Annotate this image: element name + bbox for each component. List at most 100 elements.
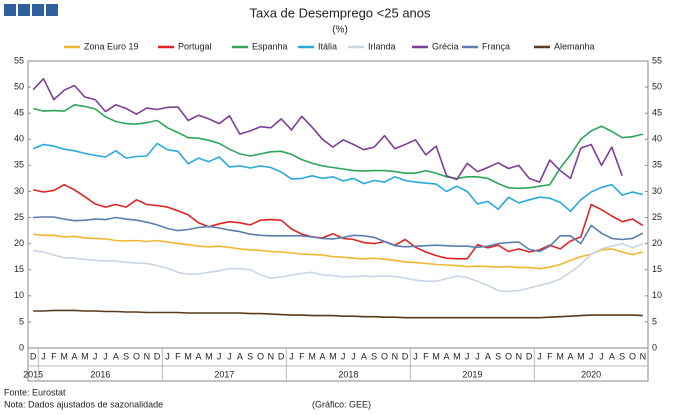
x-tick-label: O: [381, 351, 388, 361]
chart-title: Taxa de Desemprego <25 anos: [249, 5, 431, 20]
x-tick-label: A: [609, 351, 615, 361]
x-tick-label: J: [475, 351, 480, 361]
y2-tick-label: 40: [652, 134, 662, 144]
x-tick-label: M: [205, 351, 213, 361]
x-tick-label: S: [619, 351, 625, 361]
x-tick-label: A: [237, 351, 243, 361]
x-tick-label: S: [123, 351, 129, 361]
y-tick-label: 0: [19, 342, 24, 352]
series-line: [32, 77, 623, 183]
x-tick-label: J: [351, 351, 356, 361]
x-tick-label: M: [308, 351, 316, 361]
year-label: 2019: [462, 369, 482, 379]
x-tick-label: N: [516, 351, 523, 361]
y-tick-label: 35: [14, 160, 24, 170]
y-tick-label: 50: [14, 81, 24, 91]
y2-tick-label: 35: [652, 160, 662, 170]
x-tick-label: M: [432, 351, 440, 361]
y2-tick-label: 15: [652, 264, 662, 274]
x-tick-label: A: [195, 351, 201, 361]
series-line: [33, 183, 644, 260]
y2-tick-label: 25: [652, 212, 662, 222]
x-tick-label: S: [371, 351, 377, 361]
source-note: Fonte: Eurostat: [4, 387, 66, 397]
y2-tick-label: 0: [652, 342, 657, 352]
x-tick-label: N: [640, 351, 647, 361]
y-tick-label: 20: [14, 238, 24, 248]
y-tick-label: 55: [14, 55, 24, 65]
year-label: 2017: [214, 369, 234, 379]
y-tick-label: 25: [14, 212, 24, 222]
x-tick-label: J: [217, 351, 222, 361]
legend-label: Espanha: [252, 41, 288, 51]
series-line: [32, 142, 643, 213]
x-tick-label: J: [227, 351, 232, 361]
y-tick-label: 30: [14, 186, 24, 196]
x-tick-label: N: [268, 351, 275, 361]
x-tick-label: O: [133, 351, 140, 361]
x-tick-label: J: [589, 351, 594, 361]
x-tick-label: F: [51, 351, 57, 361]
x-tick-label: D: [402, 351, 409, 361]
x-tick-label: A: [113, 351, 119, 361]
x-tick-label: M: [329, 351, 337, 361]
x-tick-label: A: [319, 351, 325, 361]
x-tick-label: D: [30, 351, 37, 361]
x-tick-label: J: [93, 351, 98, 361]
adjust-note: Nota: Dados ajustados de sazonalidade: [4, 399, 163, 409]
x-tick-label: D: [526, 351, 533, 361]
legend-label: Portugal: [178, 41, 212, 51]
y-tick-label: 15: [14, 264, 24, 274]
y-tick-label: 45: [14, 108, 24, 118]
year-label: 2016: [90, 369, 110, 379]
x-tick-label: A: [361, 351, 367, 361]
chart-subtitle: (%): [332, 25, 348, 36]
logo-square: [4, 4, 16, 16]
legend-label: Itália: [318, 41, 337, 51]
x-tick-label: O: [505, 351, 512, 361]
x-tick-label: A: [485, 351, 491, 361]
logo-square: [32, 4, 44, 16]
x-tick-label: M: [184, 351, 192, 361]
logo-square: [46, 4, 58, 16]
y-tick-label: 10: [14, 290, 24, 300]
y2-tick-label: 20: [652, 238, 662, 248]
y-tick-label: 5: [19, 316, 24, 326]
legend-label: França: [482, 41, 510, 51]
x-tick-label: D: [154, 351, 161, 361]
legend-label: Irlanda: [368, 41, 396, 51]
credit: (Gráfico: GEE): [312, 399, 371, 409]
year-label: 2018: [338, 369, 358, 379]
x-tick-label: N: [392, 351, 399, 361]
series-line: [33, 216, 644, 253]
x-tick-label: J: [103, 351, 108, 361]
x-tick-label: A: [443, 351, 449, 361]
y2-tick-label: 45: [652, 108, 662, 118]
x-tick-label: J: [165, 351, 170, 361]
x-tick-label: O: [257, 351, 264, 361]
x-tick-label: M: [577, 351, 585, 361]
x-tick-label: F: [299, 351, 305, 361]
x-tick-label: J: [537, 351, 542, 361]
y2-tick-label: 30: [652, 186, 662, 196]
x-tick-label: N: [144, 351, 151, 361]
y2-tick-label: 50: [652, 81, 662, 91]
series-line: [33, 233, 643, 270]
plot-frame: [27, 60, 649, 382]
x-tick-label: F: [175, 351, 181, 361]
x-tick-label: M: [60, 351, 68, 361]
x-tick-label: J: [599, 351, 604, 361]
x-tick-label: O: [629, 351, 636, 361]
legend-label: Grécia: [432, 41, 459, 51]
x-tick-label: A: [71, 351, 77, 361]
y2-tick-label: 55: [652, 55, 662, 65]
x-tick-label: J: [41, 351, 46, 361]
x-tick-label: M: [453, 351, 461, 361]
y-tick-label: 40: [14, 134, 24, 144]
x-tick-label: J: [289, 351, 294, 361]
x-tick-label: D: [278, 351, 285, 361]
x-tick-label: M: [556, 351, 564, 361]
logo-square: [18, 4, 30, 16]
y2-tick-label: 10: [652, 290, 662, 300]
